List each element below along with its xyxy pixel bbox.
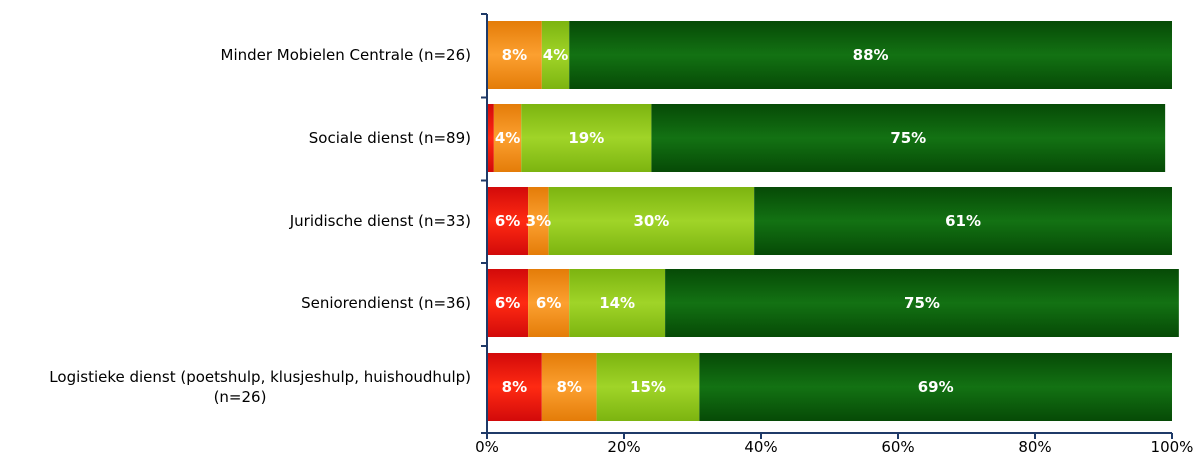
data-label-2-2: 30% [633,212,669,230]
data-label-3-3: 75% [904,294,940,312]
category-label-2: Juridische dienst (n=33) [289,212,471,230]
data-label-2-3: 61% [945,212,981,230]
data-label-0-3: 88% [853,46,889,64]
category-label-3: Seniorendienst (n=36) [301,294,471,312]
x-tick-label-3: 60% [881,438,914,456]
x-tick-label-2: 40% [744,438,777,456]
data-label-4-3: 69% [918,378,954,396]
bar-segment-0-3 [569,21,1172,89]
category-labels-layer: Minder Mobielen Centrale (n=26) Sociale d… [49,46,471,406]
bar-segment-0-2 [541,21,570,89]
x-tick-label-4: 80% [1018,438,1051,456]
bar-segment-3-2 [569,269,666,337]
bar-segment-3-0 [487,269,529,337]
bar-segment-0-1 [487,21,542,89]
category-label-4-line-1: (n=26) [214,388,267,406]
bar-segment-2-1 [528,187,549,255]
x-tick-label-5: 100% [1151,438,1194,456]
bar-segment-4-0 [487,353,542,421]
bars-layer [487,21,1179,421]
category-label-1: Sociale dienst (n=89) [309,129,471,147]
bar-segment-4-3 [699,353,1172,421]
bar-segment-1-3 [651,104,1166,172]
data-label-4-1: 8% [556,378,581,396]
data-label-4-2: 15% [630,378,666,396]
bar-segment-2-3 [754,187,1172,255]
bar-segment-3-3 [665,269,1179,337]
data-label-3-1: 6% [536,294,561,312]
axes-layer: 0% 20% 40% 60% 80% 100% [475,13,1194,456]
data-label-4-0: 8% [502,378,527,396]
x-tick-label-1: 20% [607,438,640,456]
data-label-3-0: 6% [495,294,520,312]
x-tick-label-0: 0% [475,438,499,456]
data-labels-layer: 8% 4% 88% 4% 19% 75% 6% 3% 30% 61% 6% 6% 14% 75% 8% 8% 1… [495,46,981,396]
data-label-1-1: 4% [495,129,520,147]
data-label-2-0: 6% [495,212,520,230]
category-label-0: Minder Mobielen Centrale (n=26) [221,46,472,64]
category-label-4: Logistieke dienst (poetshulp, klusjeshul… [49,368,471,386]
bar-segment-4-1 [541,353,597,421]
bar-segment-1-0 [487,104,494,172]
bar-segment-3-1 [528,269,570,337]
bar-segment-2-0 [487,187,529,255]
data-label-0-1: 8% [502,46,527,64]
data-label-2-1: 3% [526,212,551,230]
bar-segment-1-1 [493,104,522,172]
data-label-1-2: 19% [568,129,604,147]
data-label-1-3: 75% [890,129,926,147]
data-label-0-2: 4% [543,46,568,64]
bar-segment-4-2 [596,353,700,421]
bar-segment-2-2 [548,187,755,255]
data-label-3-2: 14% [599,294,635,312]
bar-segment-1-2 [521,104,652,172]
